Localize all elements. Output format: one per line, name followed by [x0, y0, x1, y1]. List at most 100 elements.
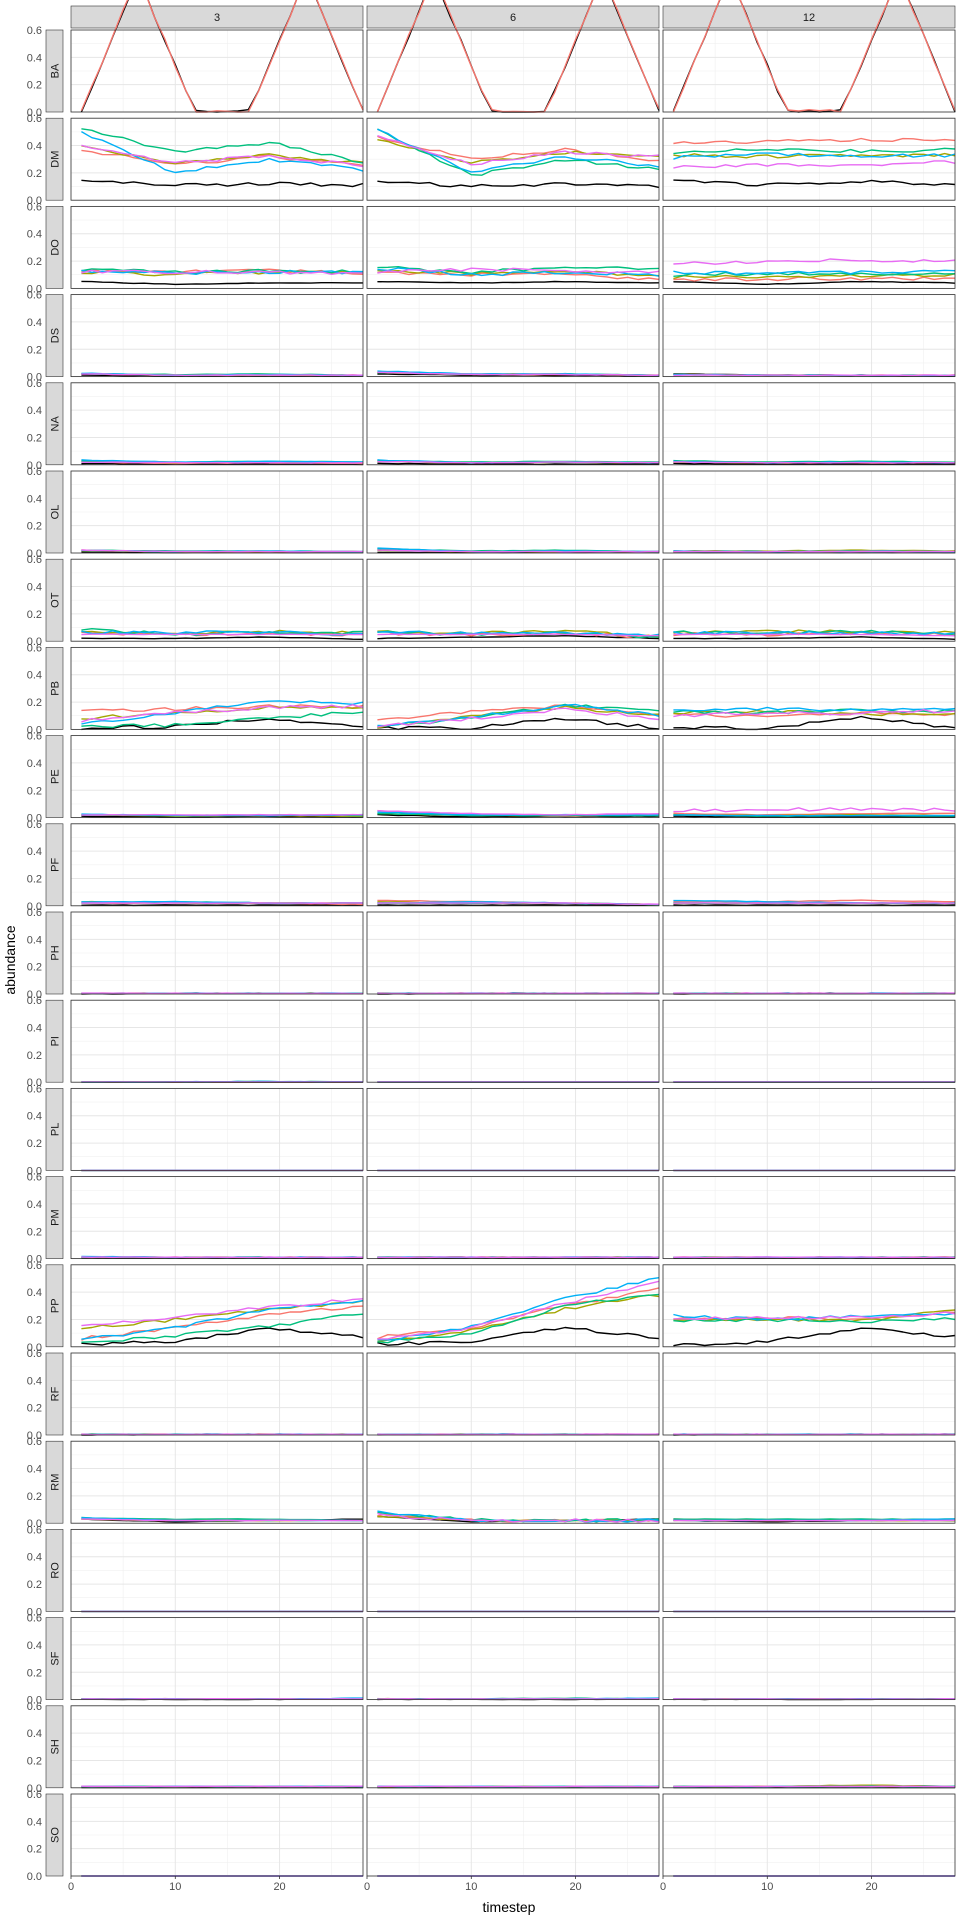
- series-line-DO-6-4: [377, 267, 660, 277]
- y-tick-label: 0.2: [27, 609, 42, 621]
- series-line-PB-6-0: [377, 717, 660, 731]
- y-axis-title: abundance: [2, 925, 18, 995]
- series-line-BA-3-1: [80, 0, 364, 113]
- panel-border: [366, 1793, 660, 1877]
- series-line-RM-3-5: [81, 1518, 364, 1522]
- panel-border: [70, 1440, 364, 1524]
- panel-border: [366, 911, 660, 995]
- series-line-NA-6-5: [377, 460, 660, 464]
- strip-label-RF: RF: [50, 1386, 62, 1401]
- panels-layer: 3 6 12 BA 0.0 0.2 0.4 0.6 DM 0.0 0.2 0.4 0.6 DO 0.0 0.2…: [27, 0, 956, 1893]
- series-line-NA-12-0: [673, 462, 956, 465]
- y-tick-label: 0.2: [27, 697, 42, 709]
- y-tick-label: 0.4: [27, 1640, 42, 1652]
- series-line-DS-12-5: [673, 374, 956, 377]
- strip-RM: [45, 1440, 64, 1524]
- y-tick-label: 0.2: [27, 1138, 42, 1150]
- series-line-NA-12-5: [673, 461, 956, 464]
- y-tick-label: 0.6: [27, 201, 42, 213]
- series-line-RF-3-5: [81, 1433, 364, 1436]
- series-line-DM-12-0: [673, 179, 956, 187]
- strip-PM: [45, 1176, 64, 1259]
- strip-NA: [45, 382, 64, 466]
- series-line-SH-6-5: [377, 1785, 660, 1788]
- strip-PL: [45, 1088, 64, 1171]
- series-line-PP-3-4: [81, 1299, 364, 1340]
- y-tick-label: 0.2: [27, 1579, 42, 1591]
- series-line-DO-3-0: [81, 280, 363, 286]
- y-tick-label: 0.4: [27, 846, 42, 858]
- strip-label-12: 12: [803, 12, 815, 24]
- y-tick-label: 0.0: [27, 989, 42, 1001]
- series-line-PE-12-5: [673, 807, 956, 813]
- y-tick-label: 0.6: [27, 1701, 42, 1713]
- panel-border: [366, 1617, 660, 1700]
- y-tick-label: 0.2: [27, 344, 42, 356]
- y-tick-label: 0.4: [27, 582, 42, 594]
- series-line-BA-12-1: [672, 0, 956, 113]
- strip-DO: [45, 206, 64, 289]
- y-tick-label: 0.4: [27, 670, 42, 682]
- strip-SF: [45, 1617, 64, 1700]
- series-line-DM-3-0: [81, 179, 364, 188]
- panel-border: [70, 647, 364, 730]
- strip-label-3: 3: [214, 12, 220, 24]
- y-tick-label: 0.0: [27, 1606, 42, 1618]
- y-tick-label: 0.2: [27, 1403, 42, 1415]
- y-tick-label: 0.2: [27, 521, 42, 533]
- y-tick-label: 0.2: [27, 1844, 42, 1856]
- series-line-DS-6-5: [377, 371, 660, 377]
- strip-DM: [45, 117, 64, 201]
- panel-border: [366, 117, 660, 201]
- panel-border: [662, 1440, 956, 1524]
- y-tick-label: 0.0: [27, 901, 42, 913]
- y-tick-label: 0.0: [27, 1871, 42, 1883]
- strip-label-OT: OT: [50, 592, 62, 608]
- panel-border: [662, 735, 956, 818]
- panel-border: [366, 558, 660, 642]
- series-line-DO-12-2: [673, 273, 956, 280]
- x-tick-label: 0: [68, 1881, 74, 1893]
- series-line-RM-12-5: [673, 1519, 956, 1522]
- series-line-OT-12-0: [673, 636, 956, 640]
- y-tick-label: 0.0: [27, 1077, 42, 1089]
- panel-border: [70, 1176, 364, 1259]
- panel-border: [366, 999, 660, 1083]
- y-tick-label: 0.2: [27, 80, 42, 92]
- panel-border: [70, 1352, 364, 1436]
- series-line-PF-6-5: [377, 902, 660, 905]
- y-tick-label: 0.2: [27, 785, 42, 797]
- y-tick-label: 0.0: [27, 460, 42, 472]
- x-tick-label: 0: [364, 1881, 370, 1893]
- y-tick-label: 0.0: [27, 107, 42, 119]
- series-line-PP-3-1: [81, 1305, 364, 1341]
- strip-PE: [45, 735, 64, 818]
- series-line-OT-12-5: [673, 633, 956, 637]
- panel-border: [70, 205, 364, 289]
- strip-PP: [45, 1264, 64, 1348]
- panel-border: [662, 1352, 956, 1436]
- y-tick-label: 0.0: [27, 283, 42, 295]
- y-tick-label: 0.6: [27, 1789, 42, 1801]
- strip-label-PI: PI: [50, 1036, 62, 1046]
- series-line-PE-12-0: [673, 815, 956, 818]
- series-line-PB-12-4: [673, 706, 956, 712]
- series-line-PF-12-0: [673, 904, 956, 907]
- x-tick-label: 20: [273, 1881, 285, 1893]
- series-line-OL-12-5: [673, 550, 956, 553]
- series-line-PB-6-4: [377, 703, 660, 727]
- series-line-DM-12-3: [673, 147, 956, 155]
- series-line-DO-12-0: [673, 280, 956, 285]
- y-tick-label: 0.2: [27, 168, 42, 180]
- series-line-DM-12-1: [673, 137, 956, 145]
- series-line-PB-3-4: [81, 700, 364, 725]
- panel-border: [70, 470, 364, 554]
- y-tick-label: 0.6: [27, 642, 42, 654]
- panel-border: [70, 911, 364, 995]
- y-tick-label: 0.2: [27, 1226, 42, 1238]
- panel-border: [366, 1264, 660, 1348]
- panel-border: [662, 1705, 956, 1789]
- y-tick-label: 0.4: [27, 1199, 42, 1211]
- series-line-OT-6-0: [377, 635, 660, 640]
- y-tick-label: 0.4: [27, 1287, 42, 1299]
